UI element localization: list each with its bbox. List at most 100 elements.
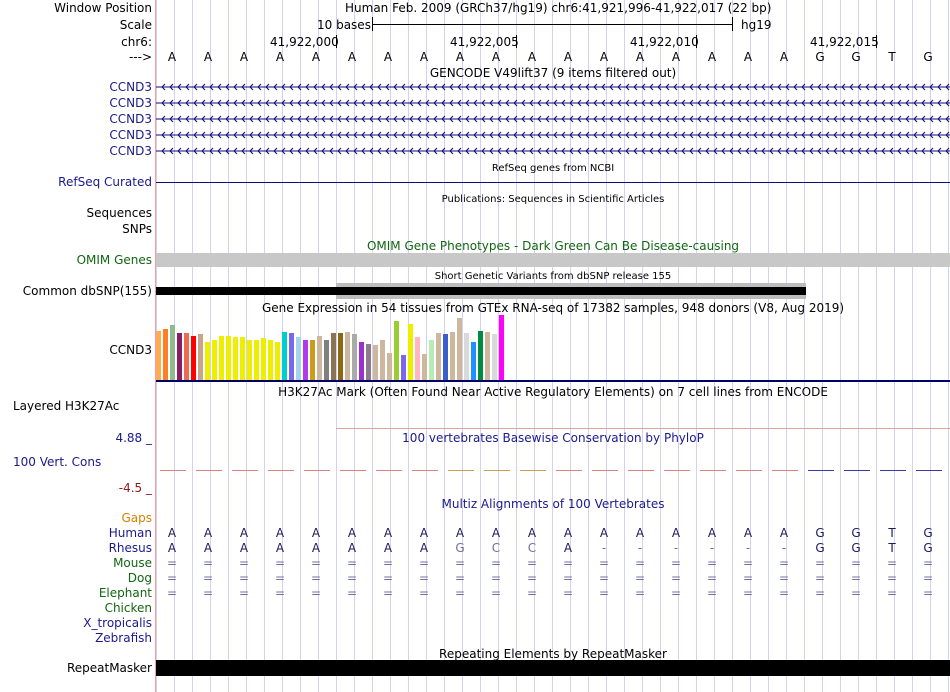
gencode-gene-label[interactable]: CCND3 [109,96,152,110]
gtex-tissue-bar[interactable] [261,338,266,380]
gtex-tissue-bar[interactable] [219,336,224,380]
multiz-gaps-label[interactable]: Gaps [121,511,152,525]
gtex-tissue-bar[interactable] [275,342,280,380]
gtex-tissue-bar[interactable] [331,333,336,380]
h3k27ac-title[interactable]: H3K27Ac Mark (Often Found Near Active Re… [278,385,828,399]
gtex-tissue-bar[interactable] [366,344,371,380]
gtex-tissue-bar[interactable] [198,334,203,380]
gtex-tissue-bar[interactable] [345,332,350,380]
gtex-tissue-bar[interactable] [177,333,182,380]
gtex-tissue-bar[interactable] [212,340,217,380]
publications-title[interactable]: Publications: Sequences in Scientific Ar… [441,194,665,205]
gencode-transcript[interactable] [156,80,950,94]
gencode-gene-label[interactable]: CCND3 [109,128,152,142]
gtex-tissue-bar[interactable] [254,340,259,380]
gtex-tissue-bar[interactable] [471,342,476,380]
gtex-tissue-bar[interactable] [338,333,343,380]
multiz-base: - [673,541,679,555]
gtex-label[interactable]: CCND3 [109,343,152,357]
gtex-tissue-bar[interactable] [401,355,406,380]
refseq-label[interactable]: RefSeq Curated [58,175,152,189]
multiz-species-label[interactable]: Zebrafish [95,631,152,645]
base-letter: A [455,50,465,64]
gencode-transcript[interactable] [156,96,950,110]
gtex-bar-chart[interactable] [156,315,556,380]
gtex-tissue-bar[interactable] [247,340,252,380]
repeatmasker-title[interactable]: Repeating Elements by RepeatMasker [439,647,667,661]
gtex-tissue-bar[interactable] [184,333,189,380]
gtex-tissue-bar[interactable] [226,336,231,380]
gtex-tissue-bar[interactable] [373,345,378,380]
gtex-tissue-bar[interactable] [499,315,504,380]
gencode-transcript[interactable] [156,144,950,158]
gtex-tissue-bar[interactable] [387,353,392,380]
phylop-title[interactable]: 100 vertebrates Basewise Conservation by… [402,431,704,445]
gtex-tissue-bar[interactable] [394,321,399,380]
gtex-tissue-bar[interactable] [170,325,175,380]
multiz-title[interactable]: Multiz Alignments of 100 Vertebrates [441,497,665,511]
gtex-tissue-bar[interactable] [303,340,308,380]
gtex-tissue-bar[interactable] [436,333,441,380]
refseq-title[interactable]: RefSeq genes from NCBI [491,163,615,174]
dbsnp-title[interactable]: Short Genetic Variants from dbSNP releas… [434,271,672,282]
gtex-tissue-bar[interactable] [485,332,490,380]
gtex-tissue-bar[interactable] [240,337,245,380]
omim-title[interactable]: OMIM Gene Phenotypes - Dark Green Can Be… [366,239,740,253]
gtex-tissue-bar[interactable] [380,340,385,380]
gencode-transcript[interactable] [156,128,950,142]
refseq-line[interactable] [156,182,950,183]
repeatmasker-label[interactable]: RepeatMasker [66,661,152,675]
multiz-species-label[interactable]: Rhesus [108,541,152,555]
gencode-gene-label[interactable]: CCND3 [109,80,152,94]
gtex-tissue-bar[interactable] [282,332,287,380]
gtex-tissue-bar[interactable] [408,324,413,380]
publications-sequences-label[interactable]: Sequences [86,206,152,220]
dbsnp-variant-bar[interactable] [156,287,806,295]
gtex-tissue-bar[interactable] [422,354,427,380]
gtex-tissue-bar[interactable] [492,334,497,380]
gtex-tissue-bar[interactable] [205,342,210,380]
multiz-species-label[interactable]: Chicken [104,601,152,615]
gtex-tissue-bar[interactable] [156,331,161,380]
gtex-tissue-bar[interactable] [233,337,238,380]
gtex-tissue-bar[interactable] [359,342,364,380]
gtex-tissue-bar[interactable] [450,332,455,380]
gtex-tissue-bar[interactable] [289,333,294,380]
multiz-base: A [779,526,789,540]
gtex-tissue-bar[interactable] [310,340,315,380]
gtex-tissue-bar[interactable] [191,336,196,380]
gencode-gene-label[interactable]: CCND3 [109,112,152,126]
gtex-tissue-bar[interactable] [464,333,469,380]
gtex-tissue-bar[interactable] [163,329,168,380]
repeatmasker-bar[interactable] [156,660,950,676]
gtex-tissue-bar[interactable] [352,334,357,380]
phylop-label[interactable]: 100 Vert. Cons [13,455,102,469]
gtex-tissue-bar[interactable] [317,336,322,380]
multiz-base: A [311,541,321,555]
multiz-species-label[interactable]: Elephant [98,586,152,600]
scale-bar [372,24,732,25]
multiz-species-label[interactable]: Mouse [113,556,152,570]
multiz-species-label[interactable]: Human [108,526,152,540]
gtex-tissue-bar[interactable] [296,337,301,380]
base-letter: A [167,50,177,64]
dbsnp-label[interactable]: Common dbSNP(155) [22,284,152,298]
omim-label[interactable]: OMIM Genes [76,253,152,267]
gencode-transcript[interactable] [156,112,950,126]
gencode-title[interactable]: GENCODE V49lift37 (9 items filtered out) [429,66,677,80]
gtex-tissue-bar[interactable] [415,337,420,380]
window-position-value[interactable]: Human Feb. 2009 (GRCh37/hg19) chr6:41,92… [345,1,772,15]
multiz-species-label[interactable]: Dog [127,571,152,585]
gtex-tissue-bar[interactable] [478,331,483,380]
gtex-title[interactable]: Gene Expression in 54 tissues from GTEx … [261,301,845,315]
publications-snps-label[interactable]: SNPs [122,222,152,236]
gtex-tissue-bar[interactable] [443,334,448,380]
gtex-tissue-bar[interactable] [268,340,273,380]
omim-bar[interactable] [156,253,950,267]
gtex-tissue-bar[interactable] [324,340,329,380]
gtex-tissue-bar[interactable] [457,318,462,380]
gtex-tissue-bar[interactable] [429,340,434,380]
gencode-gene-label[interactable]: CCND3 [109,144,152,158]
multiz-species-label[interactable]: X_tropicalis [83,616,152,630]
h3k27ac-label[interactable]: Layered H3K27Ac [13,399,120,413]
